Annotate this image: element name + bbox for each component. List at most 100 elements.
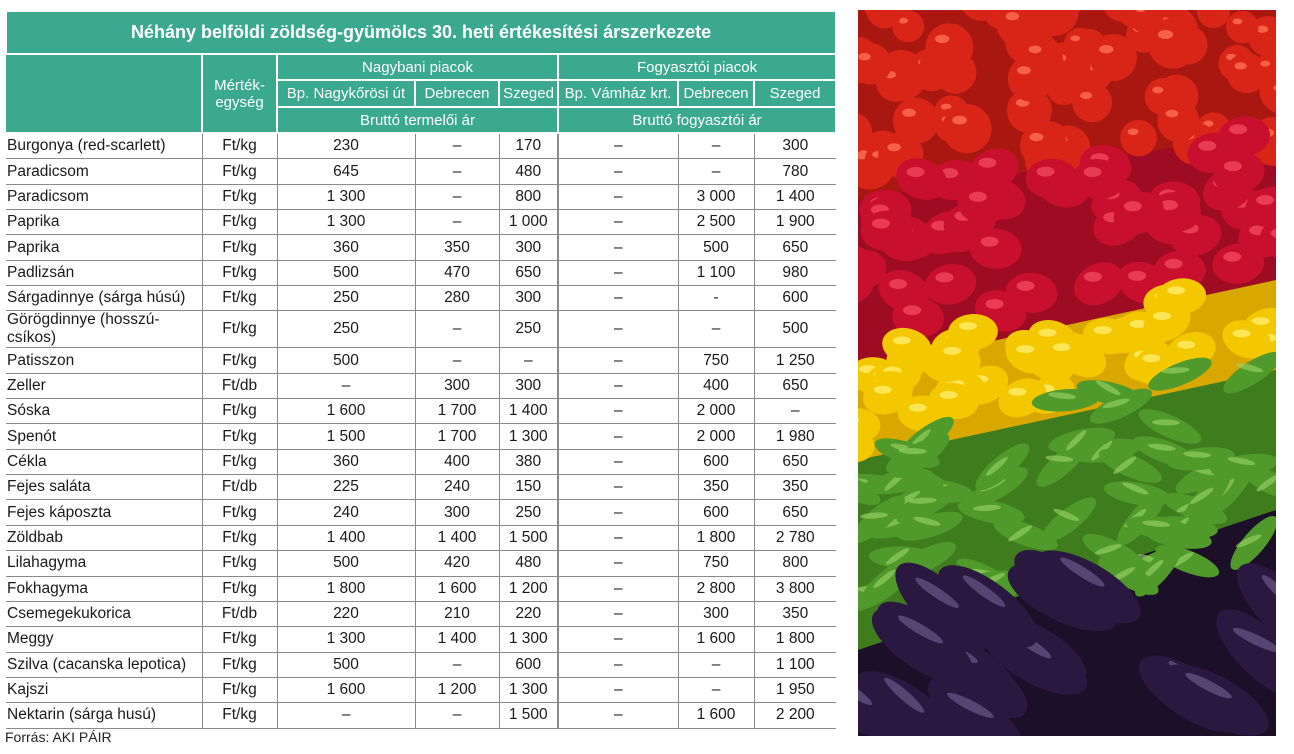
price-cell: – — [557, 310, 678, 349]
price-cell: 980 — [753, 260, 837, 287]
price-cell: 800 — [498, 184, 558, 211]
price-cell: 600 — [677, 499, 754, 526]
tomato-shape — [1089, 33, 1137, 82]
eggplant-shape — [858, 671, 910, 736]
tomato-shape — [1253, 53, 1276, 86]
price-cell: 1 500 — [498, 525, 558, 552]
price-cell: 220 — [498, 601, 558, 628]
green-pepper-shape — [897, 511, 963, 541]
price-cell: – — [498, 347, 558, 374]
price-cell: – — [414, 652, 499, 678]
price-cell: – — [557, 209, 678, 236]
price-cell: 300 — [498, 234, 558, 261]
green-pepper-highlight — [885, 548, 910, 565]
eggplant-shape — [1033, 550, 1141, 624]
product-name-cell: Nektarin (sárga husú) — [6, 702, 202, 729]
green-pepper-shape — [1104, 481, 1172, 506]
green-pepper-shape — [885, 437, 948, 474]
product-header — [6, 53, 203, 134]
green-pepper-shape — [975, 443, 1030, 491]
price-cell: – — [414, 158, 499, 185]
tomato-shape — [1007, 55, 1054, 102]
tomato-highlight — [1165, 109, 1179, 118]
unit-cell: Ft/kg — [201, 209, 277, 236]
price-cell: 300 — [753, 133, 837, 160]
price-cell: – — [557, 423, 678, 450]
price-cell: 350 — [414, 234, 499, 261]
eggplant-highlight — [915, 577, 959, 608]
eggplant-highlight — [1185, 672, 1232, 699]
eggplant-highlight — [884, 677, 925, 713]
price-cell: 1 800 — [276, 576, 415, 602]
price-cell: 2 500 — [677, 209, 754, 236]
price-cell: 250 — [276, 285, 415, 312]
green-pepper-shape — [1089, 388, 1153, 424]
eggplant-shape — [895, 562, 988, 654]
tomato-shape — [1072, 82, 1113, 123]
tomato-shape — [1226, 10, 1259, 44]
table-row: Meggy Ft/kg 1 300 1 400 1 300–1 600 1 800 — [6, 626, 837, 653]
yellow-pepper-shape — [858, 426, 875, 463]
price-cell: 500 — [276, 347, 415, 374]
tomato-highlight — [1099, 45, 1114, 54]
green-pepper-shape — [1230, 515, 1276, 570]
unit-cell: Ft/kg — [201, 423, 277, 450]
price-cell: 1 600 — [276, 398, 415, 425]
tomato-highlight — [934, 34, 950, 44]
price-cell: – — [557, 626, 678, 653]
yellow-pepper-shape — [1005, 336, 1055, 374]
green-pepper-highlight — [1122, 482, 1149, 495]
consumer-group-header: Fogyasztói piacok — [556, 53, 838, 81]
eggplant-shape — [1160, 664, 1269, 736]
red-pepper-highlight — [1036, 166, 1055, 177]
table-row: Padlizsán Ft/kg 500 470 650–1 100 980 — [6, 260, 837, 287]
price-cell: – — [677, 677, 754, 704]
price-cell: – — [557, 285, 678, 312]
col-header: Debrecen — [677, 79, 755, 108]
tomato-highlight — [952, 115, 967, 125]
table-title: Néhány belföldi zöldség-gyümölcs 30. het… — [4, 10, 838, 55]
red-pepper-shape — [1113, 192, 1164, 235]
price-cell: – — [557, 550, 678, 577]
green-pepper-shape — [896, 485, 958, 524]
green-pepper-highlight — [1008, 525, 1033, 542]
vegetable-market-image — [858, 10, 1276, 736]
product-name-cell: Spenót — [6, 423, 202, 450]
eggplant-shape — [876, 601, 975, 687]
yellow-pepper-shape — [863, 377, 913, 415]
price-cell: 500 — [677, 234, 754, 261]
price-cell: – — [557, 652, 678, 678]
product-name-cell: Meggy — [6, 626, 202, 653]
tomato-shape — [1266, 78, 1276, 110]
tomato-shape — [962, 10, 1001, 21]
tomato-shape — [942, 104, 992, 154]
unit-cell: Ft/kg — [201, 260, 277, 287]
tomato-highlight — [1080, 91, 1093, 100]
tomato-highlight — [858, 52, 871, 61]
price-cell: 300 — [414, 499, 499, 526]
green-pepper-highlight — [909, 429, 931, 449]
price-cell: 240 — [276, 499, 415, 526]
price-cell: 1 300 — [498, 677, 558, 704]
unit-header: Mérték-egység — [201, 53, 278, 134]
price-cell: 480 — [498, 550, 558, 577]
price-cell: 1 300 — [498, 626, 558, 653]
green-pepper-highlight — [1045, 455, 1074, 462]
price-cell: 350 — [677, 474, 754, 501]
unit-cell: Ft/kg — [201, 234, 277, 261]
unit-cell: Ft/db — [201, 373, 277, 400]
price-cell: 650 — [753, 373, 837, 400]
green-pepper-highlight — [1190, 487, 1214, 505]
tomato-highlight — [1127, 128, 1139, 136]
green-pepper-shape — [1223, 351, 1276, 394]
red-pepper-highlight — [980, 236, 999, 247]
yellow-pepper-highlight — [1251, 317, 1270, 326]
price-cell: – — [557, 373, 678, 400]
price-cell: 1 700 — [414, 423, 499, 450]
product-name-cell: Padlizsán — [6, 260, 202, 287]
price-cell: 2 000 — [677, 398, 754, 425]
green-pepper-highlight — [898, 448, 927, 455]
green-pepper-highlight — [1142, 559, 1164, 580]
yellow-pepper-highlight — [1152, 312, 1171, 321]
green-pepper-highlight — [1183, 451, 1212, 458]
